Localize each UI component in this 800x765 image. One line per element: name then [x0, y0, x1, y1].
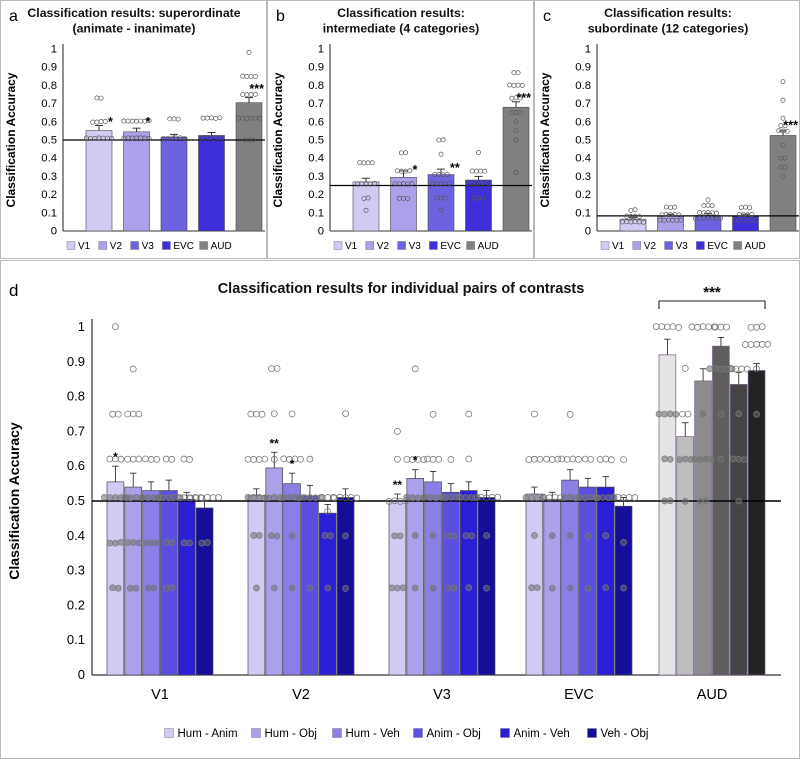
- svg-text:1: 1: [318, 44, 324, 56]
- svg-text:0.8: 0.8: [41, 80, 57, 92]
- svg-text:*: *: [113, 450, 118, 464]
- svg-text:**: **: [393, 478, 403, 492]
- svg-text:V2: V2: [292, 687, 310, 703]
- svg-text:0.5: 0.5: [67, 493, 85, 508]
- svg-text:0.5: 0.5: [308, 135, 324, 147]
- svg-text:0: 0: [51, 226, 57, 238]
- svg-text:0.3: 0.3: [41, 171, 57, 183]
- svg-text:V3: V3: [433, 687, 451, 703]
- svg-text:1: 1: [51, 44, 57, 56]
- svg-text:AUD: AUD: [211, 241, 232, 252]
- svg-text:c: c: [543, 8, 551, 25]
- svg-text:V1: V1: [151, 687, 169, 703]
- svg-text:0.1: 0.1: [67, 632, 85, 647]
- svg-text:0.4: 0.4: [308, 153, 324, 165]
- svg-text:Classification results:: Classification results:: [337, 6, 465, 20]
- svg-text:0: 0: [585, 226, 591, 238]
- svg-text:EVC: EVC: [173, 241, 194, 252]
- svg-text:*: *: [413, 454, 418, 468]
- svg-text:***: ***: [249, 82, 264, 96]
- svg-text:0.7: 0.7: [41, 98, 57, 110]
- svg-text:a: a: [9, 8, 18, 25]
- svg-text:0.1: 0.1: [575, 207, 591, 219]
- svg-text:0.9: 0.9: [308, 62, 324, 74]
- svg-text:0.8: 0.8: [308, 80, 324, 92]
- svg-text:0.7: 0.7: [308, 98, 324, 110]
- svg-text:Classification results: supero: Classification results: superordinate: [27, 6, 240, 20]
- svg-text:0: 0: [318, 226, 324, 238]
- svg-text:V1: V1: [78, 241, 91, 252]
- svg-text:0.2: 0.2: [41, 189, 57, 201]
- svg-text:0.8: 0.8: [67, 389, 85, 404]
- svg-text:0.4: 0.4: [41, 153, 57, 165]
- svg-text:V2: V2: [110, 241, 123, 252]
- svg-text:*: *: [146, 115, 151, 129]
- svg-text:V3: V3: [676, 241, 689, 252]
- svg-text:0.7: 0.7: [575, 98, 591, 110]
- svg-text:AUD: AUD: [478, 241, 499, 252]
- svg-text:1: 1: [585, 44, 591, 56]
- svg-text:0.5: 0.5: [575, 135, 591, 147]
- svg-text:0.2: 0.2: [308, 189, 324, 201]
- svg-text:Classification results:: Classification results:: [604, 6, 732, 20]
- svg-text:0.3: 0.3: [67, 563, 85, 578]
- svg-text:Anim - Obj: Anim - Obj: [427, 728, 481, 740]
- svg-text:1: 1: [78, 319, 85, 334]
- svg-text:Hum - Obj: Hum - Obj: [265, 728, 317, 740]
- svg-text:0.9: 0.9: [575, 62, 591, 74]
- svg-text:0.6: 0.6: [308, 116, 324, 128]
- svg-text:0.6: 0.6: [575, 116, 591, 128]
- svg-text:b: b: [276, 8, 285, 25]
- svg-text:Classification Accuracy: Classification Accuracy: [6, 422, 22, 580]
- svg-text:***: ***: [703, 284, 721, 301]
- svg-text:d: d: [9, 281, 18, 300]
- svg-text:Anim - Veh: Anim - Veh: [514, 728, 570, 740]
- svg-text:0.5: 0.5: [41, 135, 57, 147]
- svg-text:Classification Accuracy: Classification Accuracy: [271, 72, 285, 207]
- svg-text:AUD: AUD: [697, 687, 728, 703]
- svg-text:0.2: 0.2: [67, 597, 85, 612]
- svg-text:V1: V1: [612, 241, 625, 252]
- svg-text:V2: V2: [644, 241, 657, 252]
- svg-text:0.1: 0.1: [308, 207, 324, 219]
- svg-text:0.2: 0.2: [575, 189, 591, 201]
- svg-text:V3: V3: [142, 241, 155, 252]
- svg-text:0.6: 0.6: [41, 116, 57, 128]
- svg-text:subordinate (12 categories): subordinate (12 categories): [588, 22, 749, 36]
- svg-text:0.3: 0.3: [308, 171, 324, 183]
- svg-text:**: **: [270, 436, 280, 450]
- svg-text:0.7: 0.7: [67, 423, 85, 438]
- svg-text:*: *: [413, 163, 418, 177]
- svg-text:V1: V1: [345, 241, 358, 252]
- svg-text:*: *: [108, 115, 113, 129]
- svg-text:0.9: 0.9: [67, 354, 85, 369]
- svg-text:0.8: 0.8: [575, 80, 591, 92]
- svg-text:V3: V3: [409, 241, 422, 252]
- svg-text:Hum - Veh: Hum - Veh: [346, 728, 400, 740]
- svg-text:Classification Accuracy: Classification Accuracy: [538, 72, 552, 207]
- svg-text:0: 0: [78, 667, 85, 682]
- svg-text:0.3: 0.3: [575, 171, 591, 183]
- svg-text:0.4: 0.4: [67, 528, 85, 543]
- svg-text:0.9: 0.9: [41, 62, 57, 74]
- svg-text:Classification Accuracy: Classification Accuracy: [4, 72, 18, 207]
- svg-text:Veh - Obj: Veh - Obj: [601, 728, 649, 740]
- svg-text:Hum - Anim: Hum - Anim: [178, 728, 238, 740]
- svg-text:EVC: EVC: [440, 241, 461, 252]
- svg-text:AUD: AUD: [745, 241, 766, 252]
- svg-text:V2: V2: [377, 241, 390, 252]
- svg-text:0.6: 0.6: [67, 458, 85, 473]
- svg-text:***: ***: [783, 118, 798, 132]
- svg-text:0.4: 0.4: [575, 153, 591, 165]
- svg-text:EVC: EVC: [564, 687, 594, 703]
- svg-text:Classification results for ind: Classification results for individual pa…: [218, 281, 585, 297]
- svg-text:***: ***: [516, 91, 531, 105]
- svg-text:intermediate (4 categories): intermediate (4 categories): [323, 22, 480, 36]
- svg-text:*: *: [290, 457, 295, 471]
- svg-text:**: **: [450, 161, 460, 175]
- svg-text:EVC: EVC: [707, 241, 728, 252]
- svg-text:0.1: 0.1: [41, 207, 57, 219]
- svg-text:(animate - inanimate): (animate - inanimate): [73, 22, 196, 36]
